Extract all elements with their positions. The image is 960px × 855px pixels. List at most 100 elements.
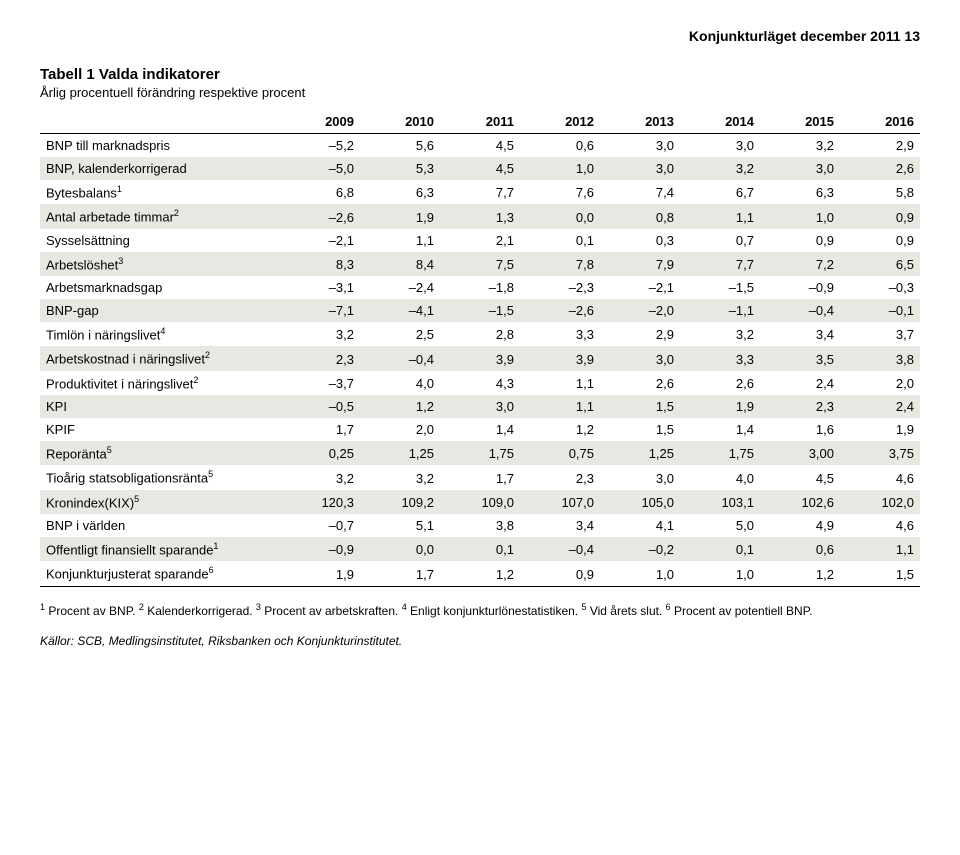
row-label: Tioårig statsobligationsränta5 (40, 465, 280, 489)
table-row: Kronindex(KIX)5120,3109,2109,0107,0105,0… (40, 490, 920, 514)
cell-value: 0,0 (360, 537, 440, 561)
cell-value: 6,3 (360, 180, 440, 204)
cell-value: 0,8 (600, 204, 680, 228)
cell-value: 4,5 (440, 157, 520, 180)
row-label: BNP-gap (40, 299, 280, 322)
row-label: Sysselsättning (40, 229, 280, 252)
cell-value: 6,8 (280, 180, 360, 204)
cell-value: 7,5 (440, 252, 520, 276)
cell-value: 105,0 (600, 490, 680, 514)
cell-value: 7,7 (440, 180, 520, 204)
cell-value: 3,0 (440, 395, 520, 418)
page-header-right: Konjunkturläget december 2011 13 (40, 28, 920, 44)
cell-value: 1,1 (680, 204, 760, 228)
cell-value: 1,2 (760, 561, 840, 586)
cell-value: 3,0 (600, 346, 680, 370)
cell-value: 3,3 (680, 346, 760, 370)
cell-value: 3,4 (760, 322, 840, 346)
cell-value: –0,4 (760, 299, 840, 322)
cell-value: 1,5 (600, 395, 680, 418)
cell-value: 3,2 (680, 157, 760, 180)
cell-value: 1,25 (360, 441, 440, 465)
col-header-year: 2013 (600, 110, 680, 134)
cell-value: 1,1 (520, 371, 600, 395)
cell-value: 120,3 (280, 490, 360, 514)
cell-value: 3,0 (600, 465, 680, 489)
cell-value: 8,4 (360, 252, 440, 276)
table-row: BNP i världen–0,75,13,83,44,15,04,94,6 (40, 514, 920, 537)
table-row: Bytesbalans16,86,37,77,67,46,76,35,8 (40, 180, 920, 204)
cell-value: 6,7 (680, 180, 760, 204)
cell-value: 0,9 (520, 561, 600, 586)
cell-value: –0,5 (280, 395, 360, 418)
cell-value: 3,00 (760, 441, 840, 465)
indicators-table: 2009 2010 2011 2012 2013 2014 2015 2016 … (40, 110, 920, 587)
cell-value: 2,6 (840, 157, 920, 180)
cell-value: 7,7 (680, 252, 760, 276)
cell-value: –0,9 (280, 537, 360, 561)
cell-value: 0,7 (680, 229, 760, 252)
cell-value: 102,0 (840, 490, 920, 514)
cell-value: –0,4 (360, 346, 440, 370)
cell-value: 0,9 (840, 204, 920, 228)
cell-value: 3,2 (280, 465, 360, 489)
cell-value: 107,0 (520, 490, 600, 514)
cell-value: 0,1 (440, 537, 520, 561)
row-label: Arbetsmarknadsgap (40, 276, 280, 299)
col-header-year: 2014 (680, 110, 760, 134)
cell-value: 4,6 (840, 465, 920, 489)
cell-value: –2,6 (520, 299, 600, 322)
row-label: Timlön i näringslivet4 (40, 322, 280, 346)
cell-value: 1,9 (840, 418, 920, 441)
cell-value: 109,2 (360, 490, 440, 514)
cell-value: 1,5 (600, 418, 680, 441)
cell-value: 1,1 (360, 229, 440, 252)
cell-value: 5,6 (360, 134, 440, 158)
table-row: BNP, kalenderkorrigerad–5,05,34,51,03,03… (40, 157, 920, 180)
cell-value: 0,75 (520, 441, 600, 465)
cell-value: 3,0 (760, 157, 840, 180)
cell-value: 3,9 (520, 346, 600, 370)
cell-value: 2,5 (360, 322, 440, 346)
cell-value: 0,6 (760, 537, 840, 561)
cell-value: 3,75 (840, 441, 920, 465)
cell-value: 2,4 (760, 371, 840, 395)
cell-value: 1,9 (280, 561, 360, 586)
cell-value: 1,0 (600, 561, 680, 586)
cell-value: 0,3 (600, 229, 680, 252)
cell-value: 1,5 (840, 561, 920, 586)
table-row: BNP till marknadspris–5,25,64,50,63,03,0… (40, 134, 920, 158)
table-row: KPIF1,72,01,41,21,51,41,61,9 (40, 418, 920, 441)
cell-value: –2,1 (600, 276, 680, 299)
cell-value: –0,3 (840, 276, 920, 299)
row-label: BNP, kalenderkorrigerad (40, 157, 280, 180)
cell-value: 3,3 (520, 322, 600, 346)
cell-value: 7,4 (600, 180, 680, 204)
cell-value: 3,5 (760, 346, 840, 370)
row-label: BNP i världen (40, 514, 280, 537)
cell-value: 2,3 (280, 346, 360, 370)
cell-value: 7,8 (520, 252, 600, 276)
row-label: Bytesbalans1 (40, 180, 280, 204)
table-row: Konjunkturjusterat sparande61,91,71,20,9… (40, 561, 920, 586)
row-label: KPI (40, 395, 280, 418)
cell-value: 3,7 (840, 322, 920, 346)
table-row: KPI–0,51,23,01,11,51,92,32,4 (40, 395, 920, 418)
cell-value: –0,4 (520, 537, 600, 561)
cell-value: 0,25 (280, 441, 360, 465)
row-label: Konjunkturjusterat sparande6 (40, 561, 280, 586)
cell-value: 0,6 (520, 134, 600, 158)
cell-value: 2,4 (840, 395, 920, 418)
cell-value: –2,6 (280, 204, 360, 228)
table-row: Offentligt finansiellt sparande1–0,90,00… (40, 537, 920, 561)
cell-value: 6,5 (840, 252, 920, 276)
table-body: BNP till marknadspris–5,25,64,50,63,03,0… (40, 134, 920, 587)
row-label: Arbetskostnad i näringslivet2 (40, 346, 280, 370)
row-label: Kronindex(KIX)5 (40, 490, 280, 514)
col-header-year: 2015 (760, 110, 840, 134)
table-row: Tioårig statsobligationsränta53,23,21,72… (40, 465, 920, 489)
cell-value: 2,8 (440, 322, 520, 346)
cell-value: 1,25 (600, 441, 680, 465)
row-label: Arbetslöshet3 (40, 252, 280, 276)
cell-value: –1,5 (680, 276, 760, 299)
